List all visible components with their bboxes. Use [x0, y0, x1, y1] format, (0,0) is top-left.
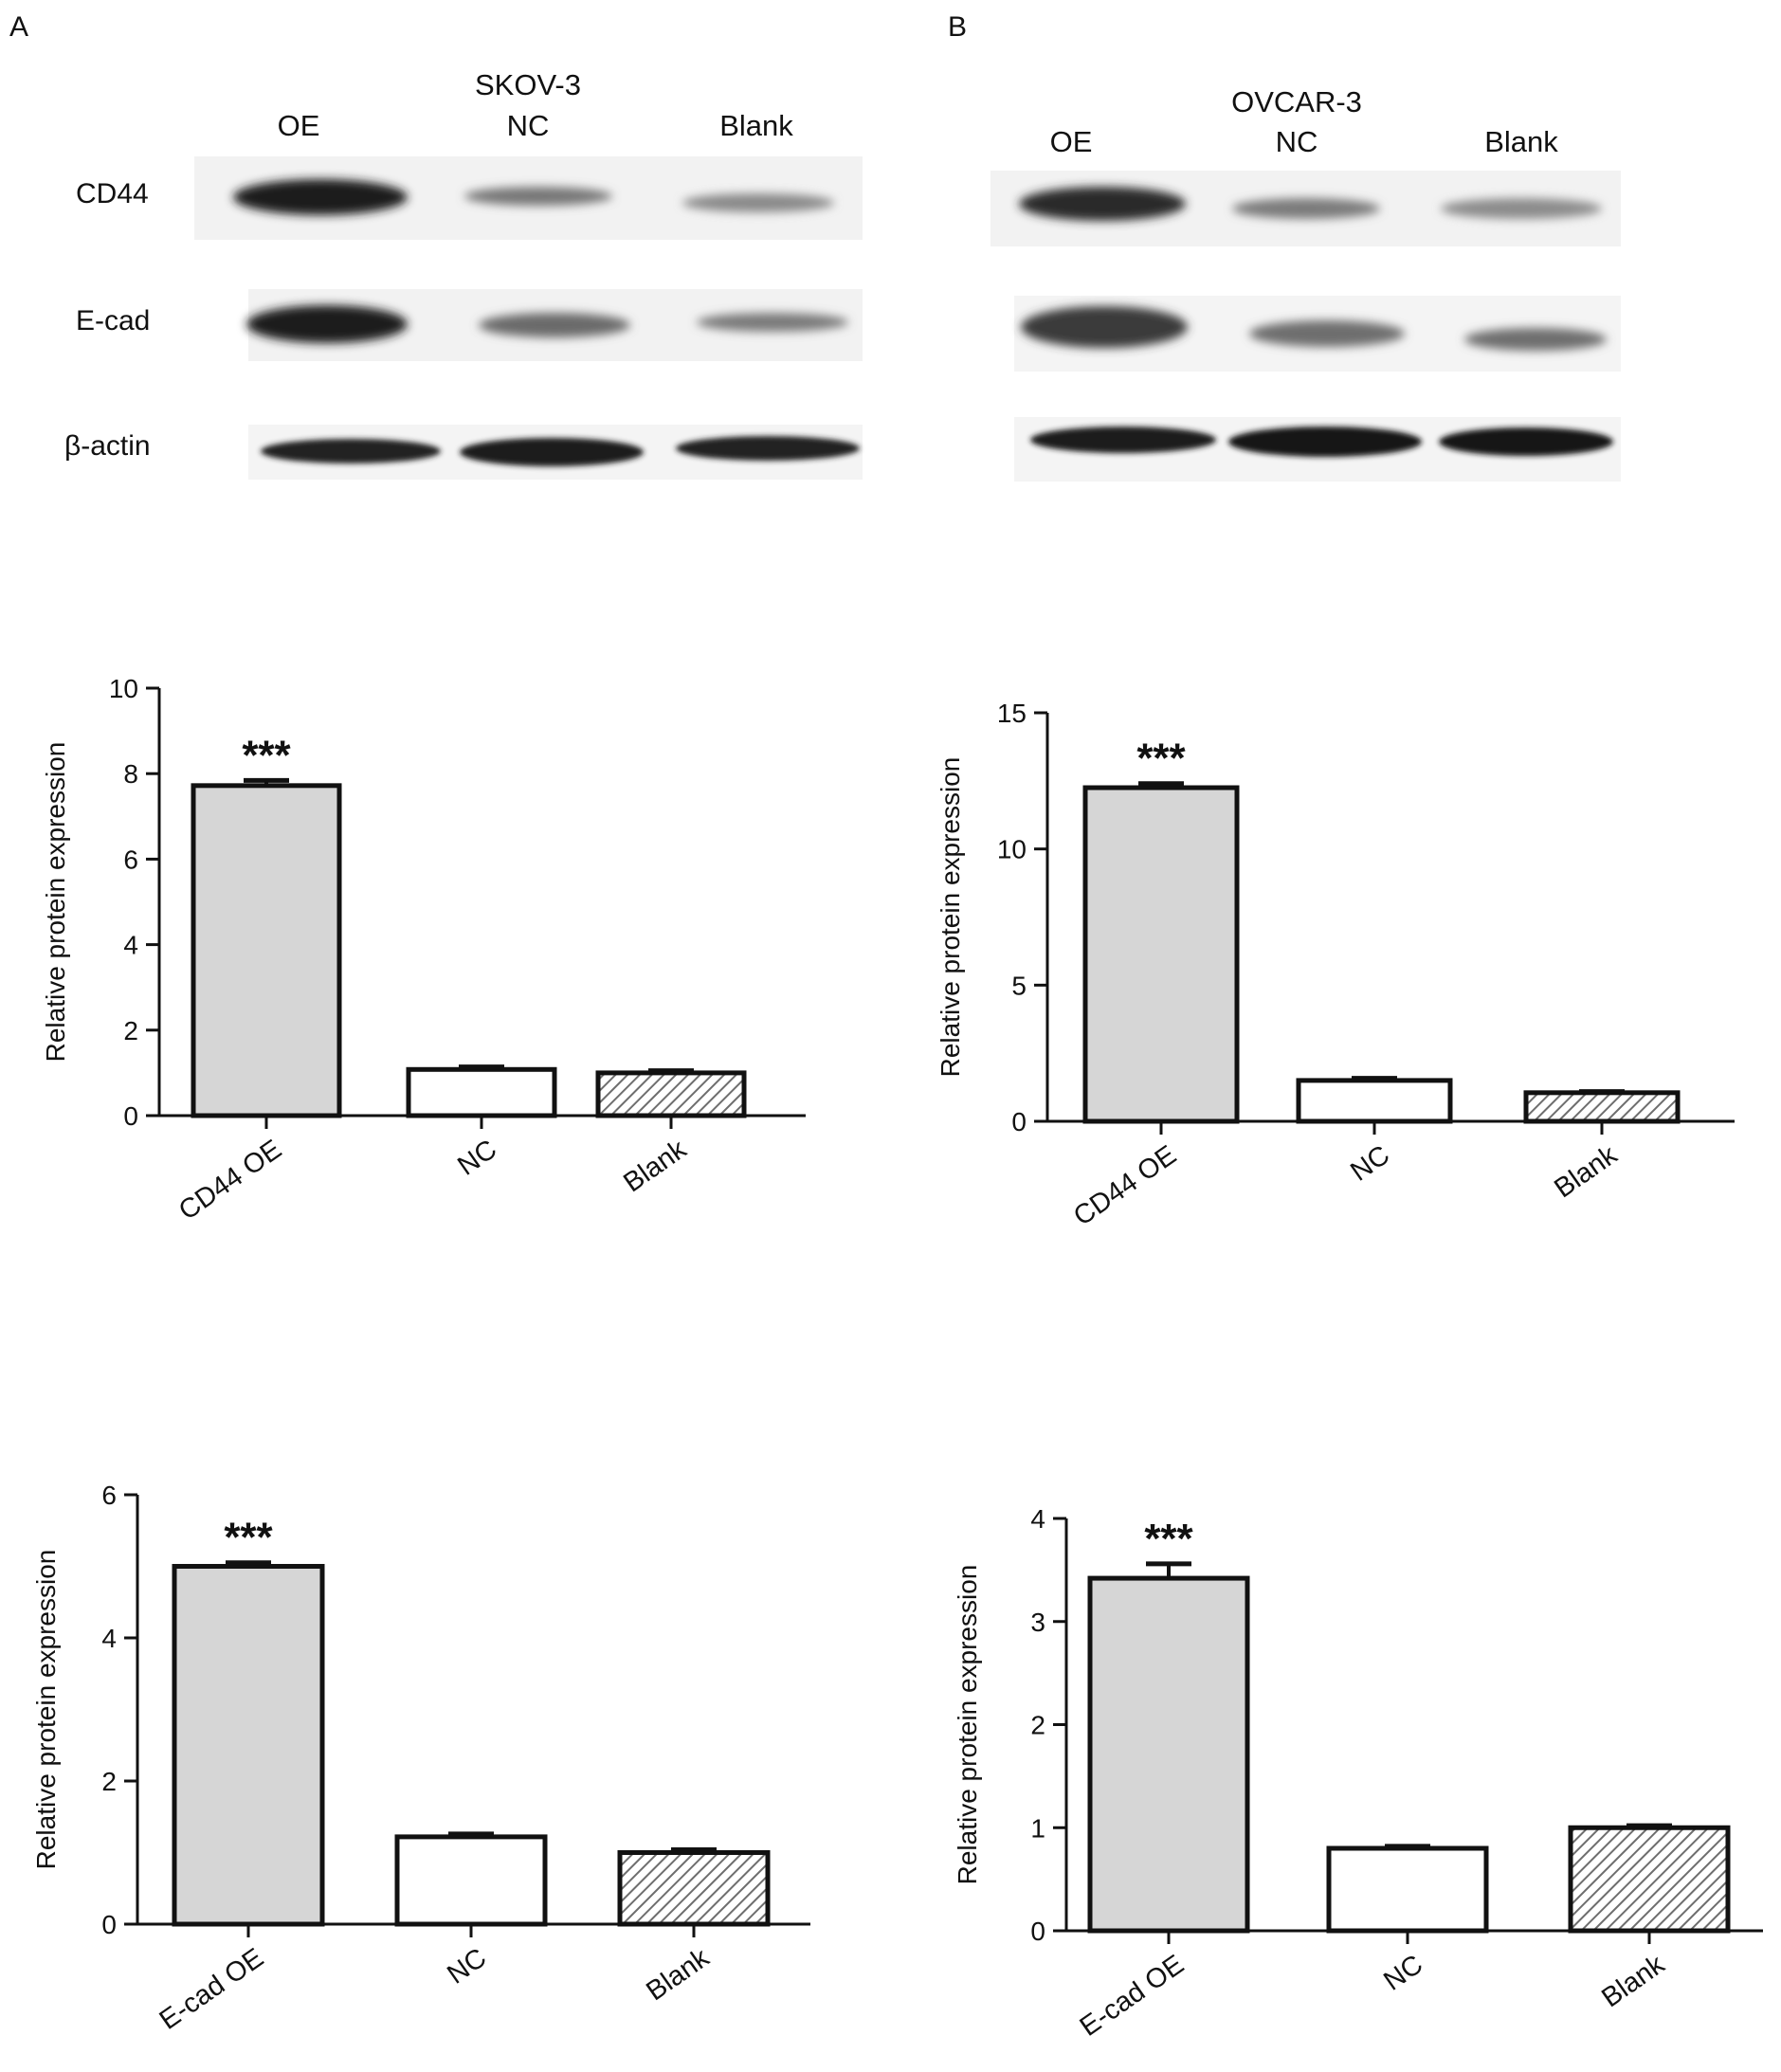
category-label-nc: NC [1378, 1950, 1428, 1997]
bar-chart-3: 0 2 4 6 Relative protein expression E-cad OE *… [31, 1481, 810, 2036]
band-a-cd44-nc [464, 187, 612, 206]
y-tick-label: 2 [1030, 1711, 1045, 1740]
y-tick-label: 4 [1030, 1504, 1045, 1534]
lane-label-a-nc: NC [507, 109, 550, 142]
band-b-row1-blank [1441, 198, 1602, 219]
row-label-bactin: β-actin [64, 430, 151, 462]
bar-blank [595, 1070, 747, 1118]
y-tick-label: 6 [101, 1481, 117, 1510]
y-tick-label: 4 [123, 931, 138, 960]
significance-label: *** [242, 732, 291, 778]
bar-oe [191, 783, 342, 1118]
y-axis-label: Relative protein expression [41, 742, 70, 1063]
band-a-bactin-oe [261, 439, 441, 463]
y-tick-label: 10 [109, 674, 138, 703]
category-label-blank: Blank [1596, 1949, 1670, 2013]
blot-panel-b: B OVCAR-3 OE NC Blank [948, 11, 1621, 482]
y-axis-label: Relative protein expression [936, 757, 965, 1078]
y-tick-label: 2 [101, 1767, 117, 1796]
significance-label: *** [1136, 736, 1186, 782]
y-tick-label: 4 [101, 1624, 117, 1653]
band-b-row2-oe [1021, 306, 1188, 348]
band-a-ecad-oe [246, 305, 408, 343]
category-label-blank: Blank [641, 1942, 715, 2007]
bar-oe [1087, 1575, 1250, 1934]
bar-nc [406, 1066, 557, 1118]
band-a-cd44-blank [682, 193, 834, 212]
bar-chart-4: 0 1 2 3 4 Relative protein expression E-cad OE… [953, 1504, 1763, 2043]
y-tick-label: 15 [997, 699, 1027, 728]
row-label-cd44: CD44 [76, 178, 149, 209]
y-tick-label: 3 [1030, 1608, 1045, 1637]
y-axis-label: Relative protein expression [31, 1550, 61, 1870]
bar-oe [172, 1564, 325, 1927]
category-label-blank: Blank [618, 1134, 692, 1198]
cell-line-label-a: SKOV-3 [475, 68, 581, 101]
significance-label: *** [1144, 1516, 1193, 1562]
bar-nc [394, 1834, 548, 1927]
lane-label-a-blank: Blank [719, 109, 793, 142]
band-a-ecad-nc [479, 313, 630, 337]
band-b-row2-blank [1464, 328, 1607, 351]
y-axis-label: Relative protein expression [953, 1565, 982, 1885]
panel-letter-b: B [948, 11, 967, 43]
bar-blank [617, 1850, 771, 1927]
bar-blank [1523, 1090, 1681, 1124]
y-tick-label: 6 [123, 845, 138, 874]
bar-oe [1082, 785, 1240, 1124]
bar-nc [1326, 1845, 1489, 1934]
panel-letter-a: A [9, 11, 28, 43]
y-tick-label: 0 [123, 1101, 138, 1131]
band-b-row2-nc [1249, 320, 1405, 347]
bar-chart-1: 0 2 4 6 8 10 Relative protein expression CD44 O… [41, 674, 806, 1227]
band-b-row1-nc [1232, 198, 1380, 219]
y-tick-label: 8 [123, 759, 138, 789]
y-tick-label: 0 [1011, 1107, 1027, 1136]
category-label-blank: Blank [1549, 1139, 1623, 1204]
category-label-oe: CD44 OE [173, 1135, 287, 1227]
y-tick-label: 2 [123, 1016, 138, 1045]
significance-label: *** [224, 1515, 273, 1561]
y-tick-label: 1 [1030, 1813, 1045, 1843]
y-tick-label: 0 [101, 1910, 117, 1939]
y-tick-label: 5 [1011, 971, 1027, 1000]
category-label-oe: E-cad OE [154, 1943, 269, 2036]
y-tick-label: 10 [997, 835, 1027, 864]
lane-label-a-oe: OE [278, 109, 320, 142]
category-label-nc: NC [452, 1135, 502, 1182]
bar-chart-2: 0 5 10 15 Relative protein expression CD44 OE… [936, 699, 1735, 1232]
cell-line-label-b: OVCAR-3 [1231, 85, 1362, 118]
band-a-bactin-blank [676, 436, 860, 461]
lane-label-b-oe: OE [1050, 125, 1093, 158]
blot-panel-a: A SKOV-3 OE NC Blank CD44 E-cad β-actin [9, 11, 863, 480]
band-b-row1-oe [1019, 187, 1186, 221]
row-label-ecad: E-cad [76, 305, 150, 336]
band-a-ecad-blank [697, 313, 848, 332]
lane-label-b-nc: NC [1276, 125, 1318, 158]
y-tick-label: 0 [1030, 1917, 1045, 1946]
bar-blank [1568, 1825, 1731, 1934]
band-b-row3-blank [1439, 427, 1613, 456]
lane-label-b-blank: Blank [1484, 125, 1558, 158]
band-b-row3-nc [1228, 427, 1422, 457]
band-b-row3-oe [1030, 427, 1216, 453]
category-label-oe: E-cad OE [1075, 1950, 1190, 2043]
category-label-oe: CD44 OE [1068, 1140, 1182, 1232]
category-label-nc: NC [1345, 1140, 1395, 1188]
band-a-cd44-oe [233, 179, 408, 215]
category-label-nc: NC [442, 1943, 492, 1990]
band-a-bactin-nc [460, 438, 644, 466]
bar-nc [1296, 1078, 1453, 1124]
